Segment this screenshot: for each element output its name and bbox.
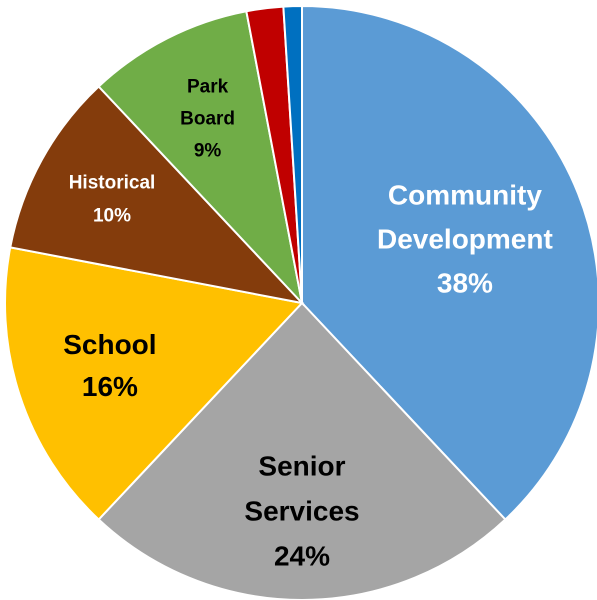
pie-slice-4	[97, 10, 304, 307]
pie-slice-label-0-line-1: Development	[377, 223, 553, 254]
pie-slice-3	[9, 85, 305, 305]
pie-slice-label-1-line-1: Services	[244, 496, 359, 527]
pie-slice-label-4-line-2: 9%	[194, 140, 222, 161]
pie-slice-label-3: Historical 10%	[69, 173, 156, 227]
pie-slice-label-1-line-0: Senior	[258, 451, 345, 482]
pie-slice-label-2-line-0: School	[63, 329, 156, 360]
pie-slice-label-4: Park Board 9%	[180, 76, 235, 161]
pie-slice-label-0-line-0: Community	[388, 179, 542, 210]
pie-slice-2	[4, 246, 304, 521]
pie-slice-label-4-line-0: Park	[187, 76, 229, 97]
pie-slice-label-0-line-2: 38%	[437, 267, 493, 298]
pie-slice-label-4-line-1: Board	[180, 108, 235, 129]
pie-slice-6	[282, 4, 303, 304]
pie-slice-label-0: Community Development 38%	[377, 179, 553, 298]
pie-slice-label-2-line-1: 16%	[82, 371, 138, 402]
pie-slice-label-2: School 16%	[63, 329, 156, 402]
pie-slice-label-1-line-2: 24%	[274, 541, 330, 572]
pie-slice-0	[301, 4, 597, 521]
pie-slice-label-1: Senior Services 24%	[244, 451, 359, 572]
pie-slice-label-3-line-1: 10%	[93, 206, 131, 227]
pie-slice-label-3-line-0: Historical	[69, 173, 156, 194]
